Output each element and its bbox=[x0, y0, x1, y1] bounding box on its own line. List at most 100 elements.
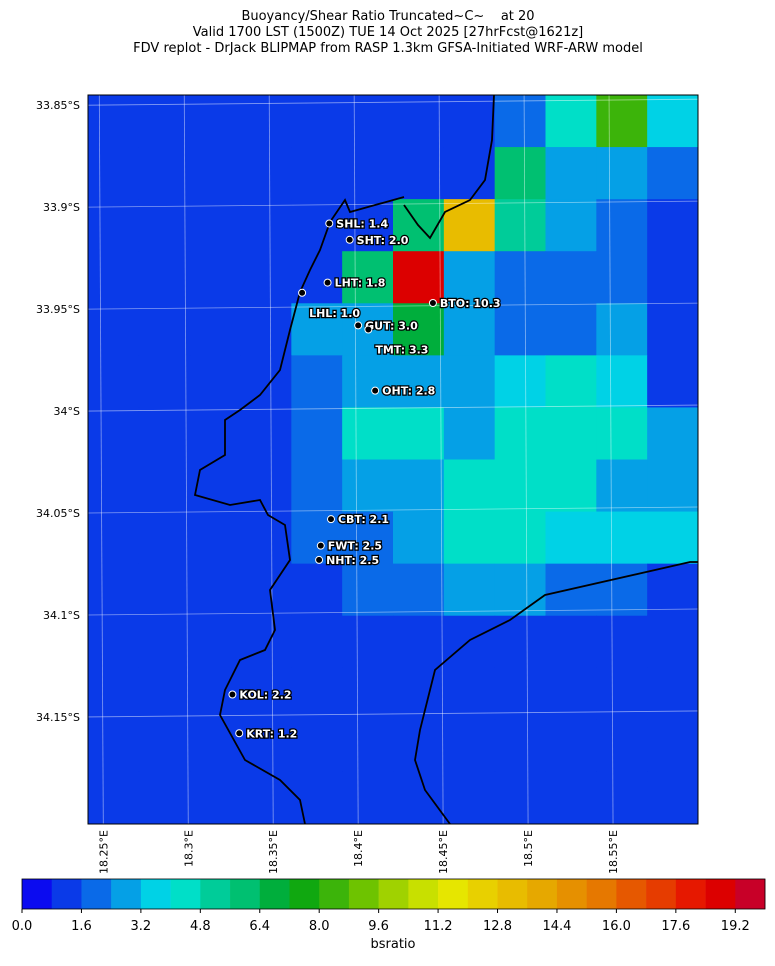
colorbar-frame bbox=[21, 878, 766, 910]
cell bbox=[545, 147, 597, 200]
cell bbox=[647, 355, 699, 408]
station-dot bbox=[228, 690, 237, 699]
cell bbox=[443, 563, 496, 617]
cell bbox=[88, 719, 140, 773]
cell bbox=[189, 615, 241, 669]
cell bbox=[443, 407, 496, 460]
cell bbox=[393, 95, 445, 148]
cell bbox=[545, 251, 597, 304]
cell bbox=[189, 199, 241, 252]
cell bbox=[291, 667, 343, 721]
colorbar-swatch bbox=[200, 879, 231, 909]
cell bbox=[494, 95, 546, 148]
lat-label: 34°S bbox=[54, 405, 80, 418]
cell bbox=[138, 511, 191, 565]
cell bbox=[189, 407, 241, 460]
lon-label: 18.35°E bbox=[267, 830, 280, 874]
cell bbox=[291, 719, 343, 773]
cell bbox=[240, 615, 292, 669]
lon-label: 18.3°E bbox=[182, 830, 195, 867]
cell bbox=[291, 563, 343, 617]
cell bbox=[88, 667, 140, 721]
cell bbox=[494, 511, 546, 565]
colorbar-swatch bbox=[170, 879, 201, 909]
cell bbox=[647, 251, 699, 304]
cell bbox=[494, 199, 546, 252]
colorbar-swatch bbox=[497, 879, 528, 909]
colorbar-tick-label: 9.6 bbox=[368, 919, 389, 934]
cell bbox=[138, 563, 191, 617]
station-label: OHT: 2.8 bbox=[382, 385, 435, 398]
cell bbox=[138, 95, 191, 148]
cell bbox=[647, 615, 699, 669]
cell bbox=[647, 511, 699, 565]
heatmap bbox=[88, 95, 699, 825]
station-dot bbox=[428, 298, 437, 307]
cell bbox=[342, 771, 394, 825]
cell bbox=[443, 95, 496, 148]
colorbar-swatch bbox=[646, 879, 677, 909]
cell bbox=[291, 95, 343, 148]
cell bbox=[88, 303, 140, 356]
lon-label: 18.25°E bbox=[97, 830, 110, 874]
cell bbox=[596, 511, 648, 565]
station-dot bbox=[325, 219, 334, 228]
colorbar: 0.0 1.6 3.2 4.8 6.4 8.0 9.6 11.2 12.8 14.4 16.0 17.… bbox=[12, 878, 766, 934]
coastline bbox=[193, 94, 698, 825]
cell bbox=[596, 251, 648, 304]
cell bbox=[88, 95, 140, 148]
cell bbox=[545, 95, 597, 148]
cell bbox=[393, 459, 445, 513]
cell bbox=[342, 667, 394, 721]
cell bbox=[596, 147, 648, 200]
cell bbox=[88, 511, 140, 565]
grid-line bbox=[183, 94, 189, 825]
cell bbox=[189, 355, 241, 408]
lon-label: 18.4°E bbox=[352, 830, 365, 867]
cell bbox=[596, 667, 648, 721]
cell bbox=[240, 251, 292, 304]
cell bbox=[596, 719, 648, 773]
cell bbox=[596, 303, 648, 356]
cell bbox=[138, 771, 191, 825]
cell bbox=[138, 303, 191, 356]
cell bbox=[596, 355, 648, 408]
station-label: KOL: 2.2 bbox=[239, 689, 291, 702]
cell bbox=[240, 667, 292, 721]
station-label: BTO: 10.3 bbox=[440, 297, 501, 310]
lon-label: 18.45°E bbox=[437, 830, 450, 874]
cell bbox=[291, 147, 343, 200]
cell bbox=[189, 511, 241, 565]
station-dot bbox=[315, 555, 324, 564]
station-dot bbox=[235, 729, 244, 738]
cell bbox=[240, 303, 292, 356]
grid-line bbox=[87, 608, 699, 616]
cell bbox=[545, 615, 597, 669]
cell bbox=[291, 459, 343, 513]
cell bbox=[393, 355, 445, 408]
station-label: SHL: 1.4 bbox=[336, 217, 388, 230]
colorbar-swatch bbox=[408, 879, 439, 909]
cell bbox=[647, 719, 699, 773]
colorbar-swatch bbox=[348, 879, 379, 909]
cell bbox=[88, 147, 140, 200]
cell bbox=[189, 251, 241, 304]
station-dot bbox=[364, 325, 373, 334]
colorbar-label: bsratio bbox=[371, 937, 416, 952]
cell bbox=[189, 771, 241, 825]
cell bbox=[393, 563, 445, 617]
cell bbox=[494, 459, 546, 513]
colorbar-swatch bbox=[111, 879, 142, 909]
cell bbox=[443, 615, 496, 669]
grid-line bbox=[87, 710, 699, 718]
cell bbox=[545, 771, 597, 825]
colorbar-swatch bbox=[22, 879, 53, 909]
cell bbox=[647, 407, 699, 460]
lat-label: 34.1°S bbox=[43, 609, 80, 622]
cell bbox=[443, 511, 496, 565]
grid-line bbox=[87, 506, 699, 514]
cell bbox=[240, 459, 292, 513]
cell bbox=[138, 199, 191, 252]
cell bbox=[240, 719, 292, 773]
station-label: LHT: 1.8 bbox=[335, 277, 386, 290]
